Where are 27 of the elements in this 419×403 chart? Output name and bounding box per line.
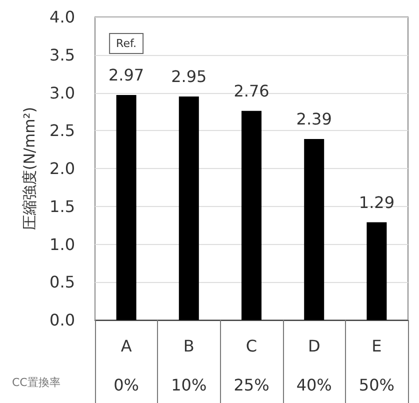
y-axis-title: 圧縮強度(N/mm²) <box>20 106 38 230</box>
y-tick-label: 2.5 <box>50 121 75 140</box>
x-tick-label: E <box>372 336 382 356</box>
x-tick-label: A <box>120 336 132 356</box>
y-tick-label: 2.0 <box>50 159 75 178</box>
data-label: 1.29 <box>358 192 395 212</box>
text: 0% <box>114 376 139 394</box>
data-label: 2.95 <box>171 67 207 86</box>
x-tick-label: D <box>308 336 320 356</box>
data-label: 2.76 <box>234 81 270 100</box>
text: 50% <box>358 376 394 394</box>
y-tick-label: 0.5 <box>50 272 75 292</box>
text: CC置換率 <box>12 376 60 389</box>
data-label: 2.39 <box>296 109 332 128</box>
y-tick-label: 0.0 <box>50 310 75 330</box>
data-label: 2.97 <box>108 66 144 85</box>
text: 25% <box>234 376 270 394</box>
y-tick-label: 1.5 <box>50 196 75 216</box>
text: 40% <box>296 376 332 394</box>
y-tick-label: 1.0 <box>50 234 75 254</box>
y-tick-label: 3.0 <box>50 83 75 102</box>
y-tick-label: 4.0 <box>50 8 75 26</box>
x-tick-label: C <box>246 336 258 356</box>
y-tick-label: 3.5 <box>50 45 75 64</box>
text: 10% <box>171 376 207 394</box>
x-tick-label: B <box>183 336 194 356</box>
annotation: Ref. <box>116 37 137 50</box>
